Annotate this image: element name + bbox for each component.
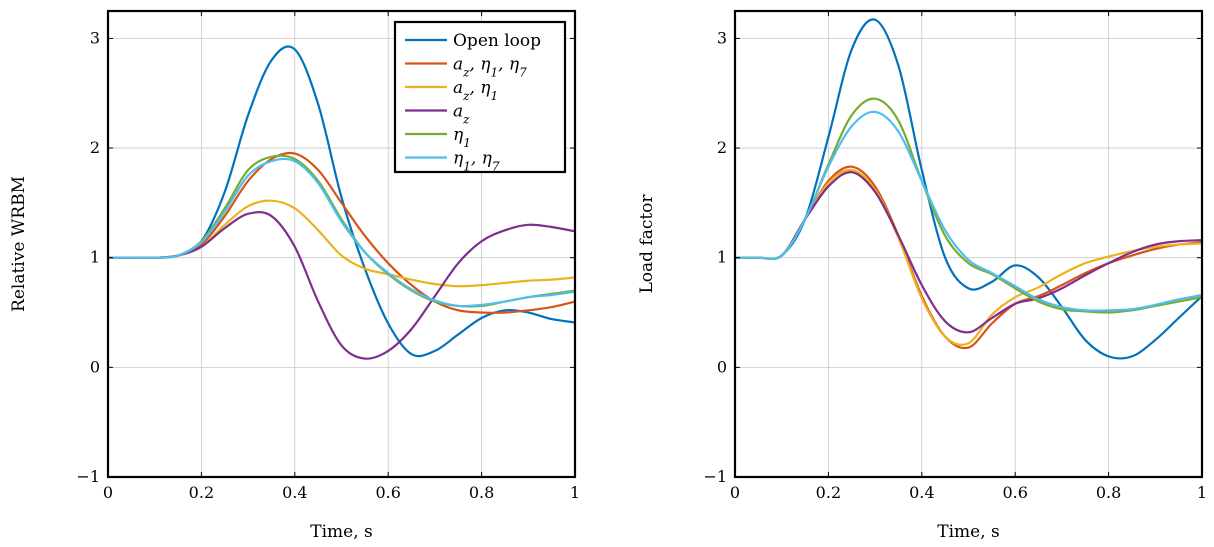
x-tick-label: 0 [103,483,113,502]
legend-entry-label: az, η1, η7 [453,55,527,80]
y-tick-label: −1 [703,467,727,486]
y-tick-label: 1 [717,248,727,267]
x-tick-label: 0.6 [375,483,400,502]
legend-entry-label: Open loop [453,31,541,51]
x-tick-label: 0.4 [282,483,307,502]
series-line-4 [108,211,575,360]
x-tick-label: 1 [570,483,580,502]
series-line-6 [735,110,1202,312]
x-tick-label: 1 [1197,483,1207,502]
x-tick-label: 0.8 [469,483,494,502]
y-tick-label: 0 [90,357,100,376]
x-tick-label: 0.4 [909,483,934,502]
series-group [108,45,575,360]
y-tick-label: 3 [717,28,727,47]
legend-box [393,20,567,174]
y-tick-label: 2 [717,138,727,157]
y-axis-label: Load factor [637,194,657,294]
legend-entry-label: az [453,102,470,127]
y-tick-label: 2 [90,138,100,157]
axes-frame [733,9,1204,479]
axes-frame [106,9,577,479]
y-axis-label: Relative WRBM [9,176,29,312]
legend-entry-label: az, η1 [453,78,498,103]
x-axis-label: Time, s [937,522,1000,542]
y-tick-label: 3 [90,28,100,47]
series-line-3 [108,199,575,288]
legend-entry-label: η1, η7 [453,149,500,174]
x-tick-label: 0 [730,483,740,502]
series-line-2 [108,151,575,314]
series-line-1 [735,18,1202,360]
y-tick-label: −1 [76,467,100,486]
legend-entry-label: η1 [453,125,471,150]
series-line-6 [108,157,575,308]
x-tick-label: 0.6 [1002,483,1027,502]
series-line-4 [735,171,1202,334]
series-line-5 [735,97,1202,314]
x-axis-label: Time, s [310,522,373,542]
series-group [735,18,1202,360]
x-tick-label: 0.8 [1096,483,1121,502]
x-tick-label: 0.2 [189,483,214,502]
y-tick-label: 0 [717,357,727,376]
y-tick-label: 1 [90,248,100,267]
x-tick-label: 0.2 [816,483,841,502]
